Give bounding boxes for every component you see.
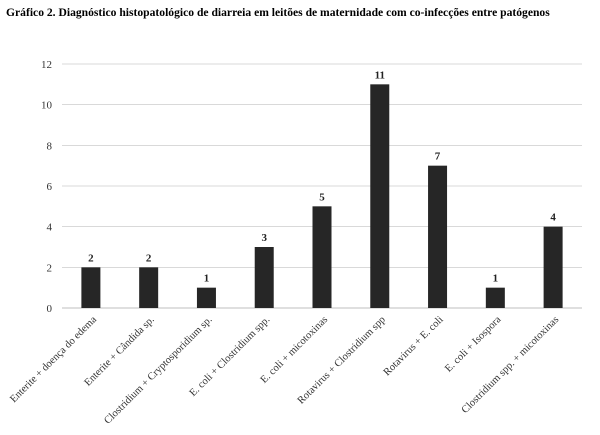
y-tick-label: 0 bbox=[47, 303, 53, 315]
chart-title: Gráfico 2. Diagnóstico histopatológico d… bbox=[6, 6, 550, 19]
data-label: 3 bbox=[261, 232, 267, 244]
y-tick-label: 10 bbox=[41, 100, 53, 112]
data-label: 1 bbox=[493, 273, 499, 285]
bar bbox=[312, 206, 332, 308]
bar bbox=[428, 165, 448, 308]
y-tick-label: 4 bbox=[47, 222, 53, 234]
y-axis: 0 2 4 6 8 10 12 bbox=[41, 59, 53, 315]
bar bbox=[254, 247, 274, 308]
data-label: 1 bbox=[204, 273, 210, 285]
x-category-label: Rotavirus + E. coli bbox=[382, 314, 446, 378]
data-label: 5 bbox=[319, 191, 325, 203]
x-category-label: E. coli + Isospora bbox=[443, 314, 503, 374]
data-labels: 2 2 1 3 5 11 7 1 4 bbox=[88, 69, 556, 284]
data-label: 11 bbox=[375, 69, 385, 81]
bars bbox=[81, 84, 563, 308]
y-tick-label: 6 bbox=[47, 181, 53, 193]
bar bbox=[81, 267, 101, 308]
y-tick-label: 2 bbox=[47, 262, 53, 274]
bar bbox=[196, 287, 216, 308]
bar bbox=[543, 226, 563, 308]
data-label: 2 bbox=[88, 252, 94, 264]
bar bbox=[370, 84, 390, 308]
x-category-label: Clostridium spp. + micotoxinas bbox=[460, 314, 561, 415]
data-label: 2 bbox=[146, 252, 152, 264]
y-tick-label: 8 bbox=[47, 140, 53, 152]
x-category-label: Clostridium + Cryptosporidium sp. bbox=[102, 314, 214, 426]
y-tick-label: 12 bbox=[41, 59, 52, 71]
data-label: 4 bbox=[550, 212, 556, 224]
bar bbox=[139, 267, 159, 308]
data-label: 7 bbox=[435, 151, 441, 163]
x-category-label: Enterite + doença do edema bbox=[8, 314, 99, 405]
bar bbox=[485, 287, 505, 308]
